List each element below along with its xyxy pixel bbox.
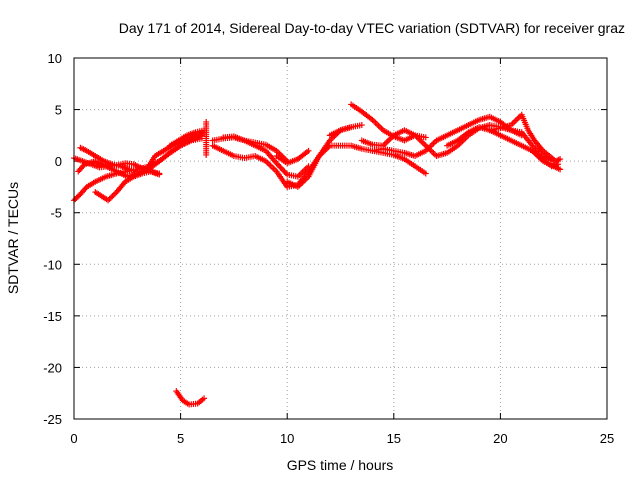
- series-track-3: [75, 135, 205, 180]
- y-tick-label: 0: [55, 154, 62, 169]
- plot-frame: [73, 57, 608, 420]
- y-tick-label: -15: [43, 309, 62, 324]
- data-point: [358, 122, 365, 129]
- x-tick-label: 15: [387, 431, 401, 446]
- data-point: [109, 193, 116, 200]
- x-tick-label: 20: [493, 431, 507, 446]
- y-tick-label: -5: [50, 206, 62, 221]
- grid-lines: [74, 58, 607, 419]
- y-axis-label: SDTVAR / TECUs: [5, 182, 21, 294]
- data-point: [554, 161, 561, 168]
- y-tick-label: -25: [43, 412, 62, 427]
- series-track-15: [326, 122, 365, 139]
- x-axis-label: GPS time / hours: [287, 457, 394, 473]
- series-track-19: [444, 124, 564, 173]
- data-point: [518, 132, 525, 139]
- series-track-11: [209, 134, 312, 180]
- y-tick-label: -10: [43, 257, 62, 272]
- data-point: [422, 170, 429, 177]
- series-track-5: [92, 168, 163, 204]
- tick-labels: 0 5 10 15 20 25 -25 -20 -15 -10 -5 0 5 10: [43, 51, 614, 446]
- x-tick-label: 5: [177, 431, 184, 446]
- series-track-8: [203, 118, 210, 158]
- data-point: [305, 147, 312, 154]
- data-point: [203, 151, 210, 158]
- series-track-20: [486, 111, 564, 165]
- data-point: [557, 166, 564, 173]
- data-point: [156, 171, 163, 178]
- x-tick-label: 0: [70, 431, 77, 446]
- series-track-9: [173, 388, 208, 408]
- data-point: [106, 195, 113, 202]
- x-tick-label: 10: [280, 431, 294, 446]
- data-points: [71, 101, 564, 408]
- series-track-16: [348, 101, 429, 144]
- y-tick-label: 10: [48, 51, 62, 66]
- y-tick-label: -20: [43, 360, 62, 375]
- data-point: [110, 191, 117, 198]
- data-point: [305, 163, 312, 170]
- chart-title: Day 171 of 2014, Sidereal Day-to-day VTE…: [119, 20, 625, 36]
- data-point: [201, 395, 208, 402]
- series-track-4: [77, 144, 141, 175]
- x-tick-label: 25: [600, 431, 614, 446]
- y-tick-label: 5: [55, 103, 62, 118]
- series-track-14: [284, 124, 355, 190]
- data-point: [557, 156, 564, 163]
- series-track-21: [529, 147, 561, 170]
- series-track-13: [273, 147, 312, 167]
- data-point: [422, 134, 429, 141]
